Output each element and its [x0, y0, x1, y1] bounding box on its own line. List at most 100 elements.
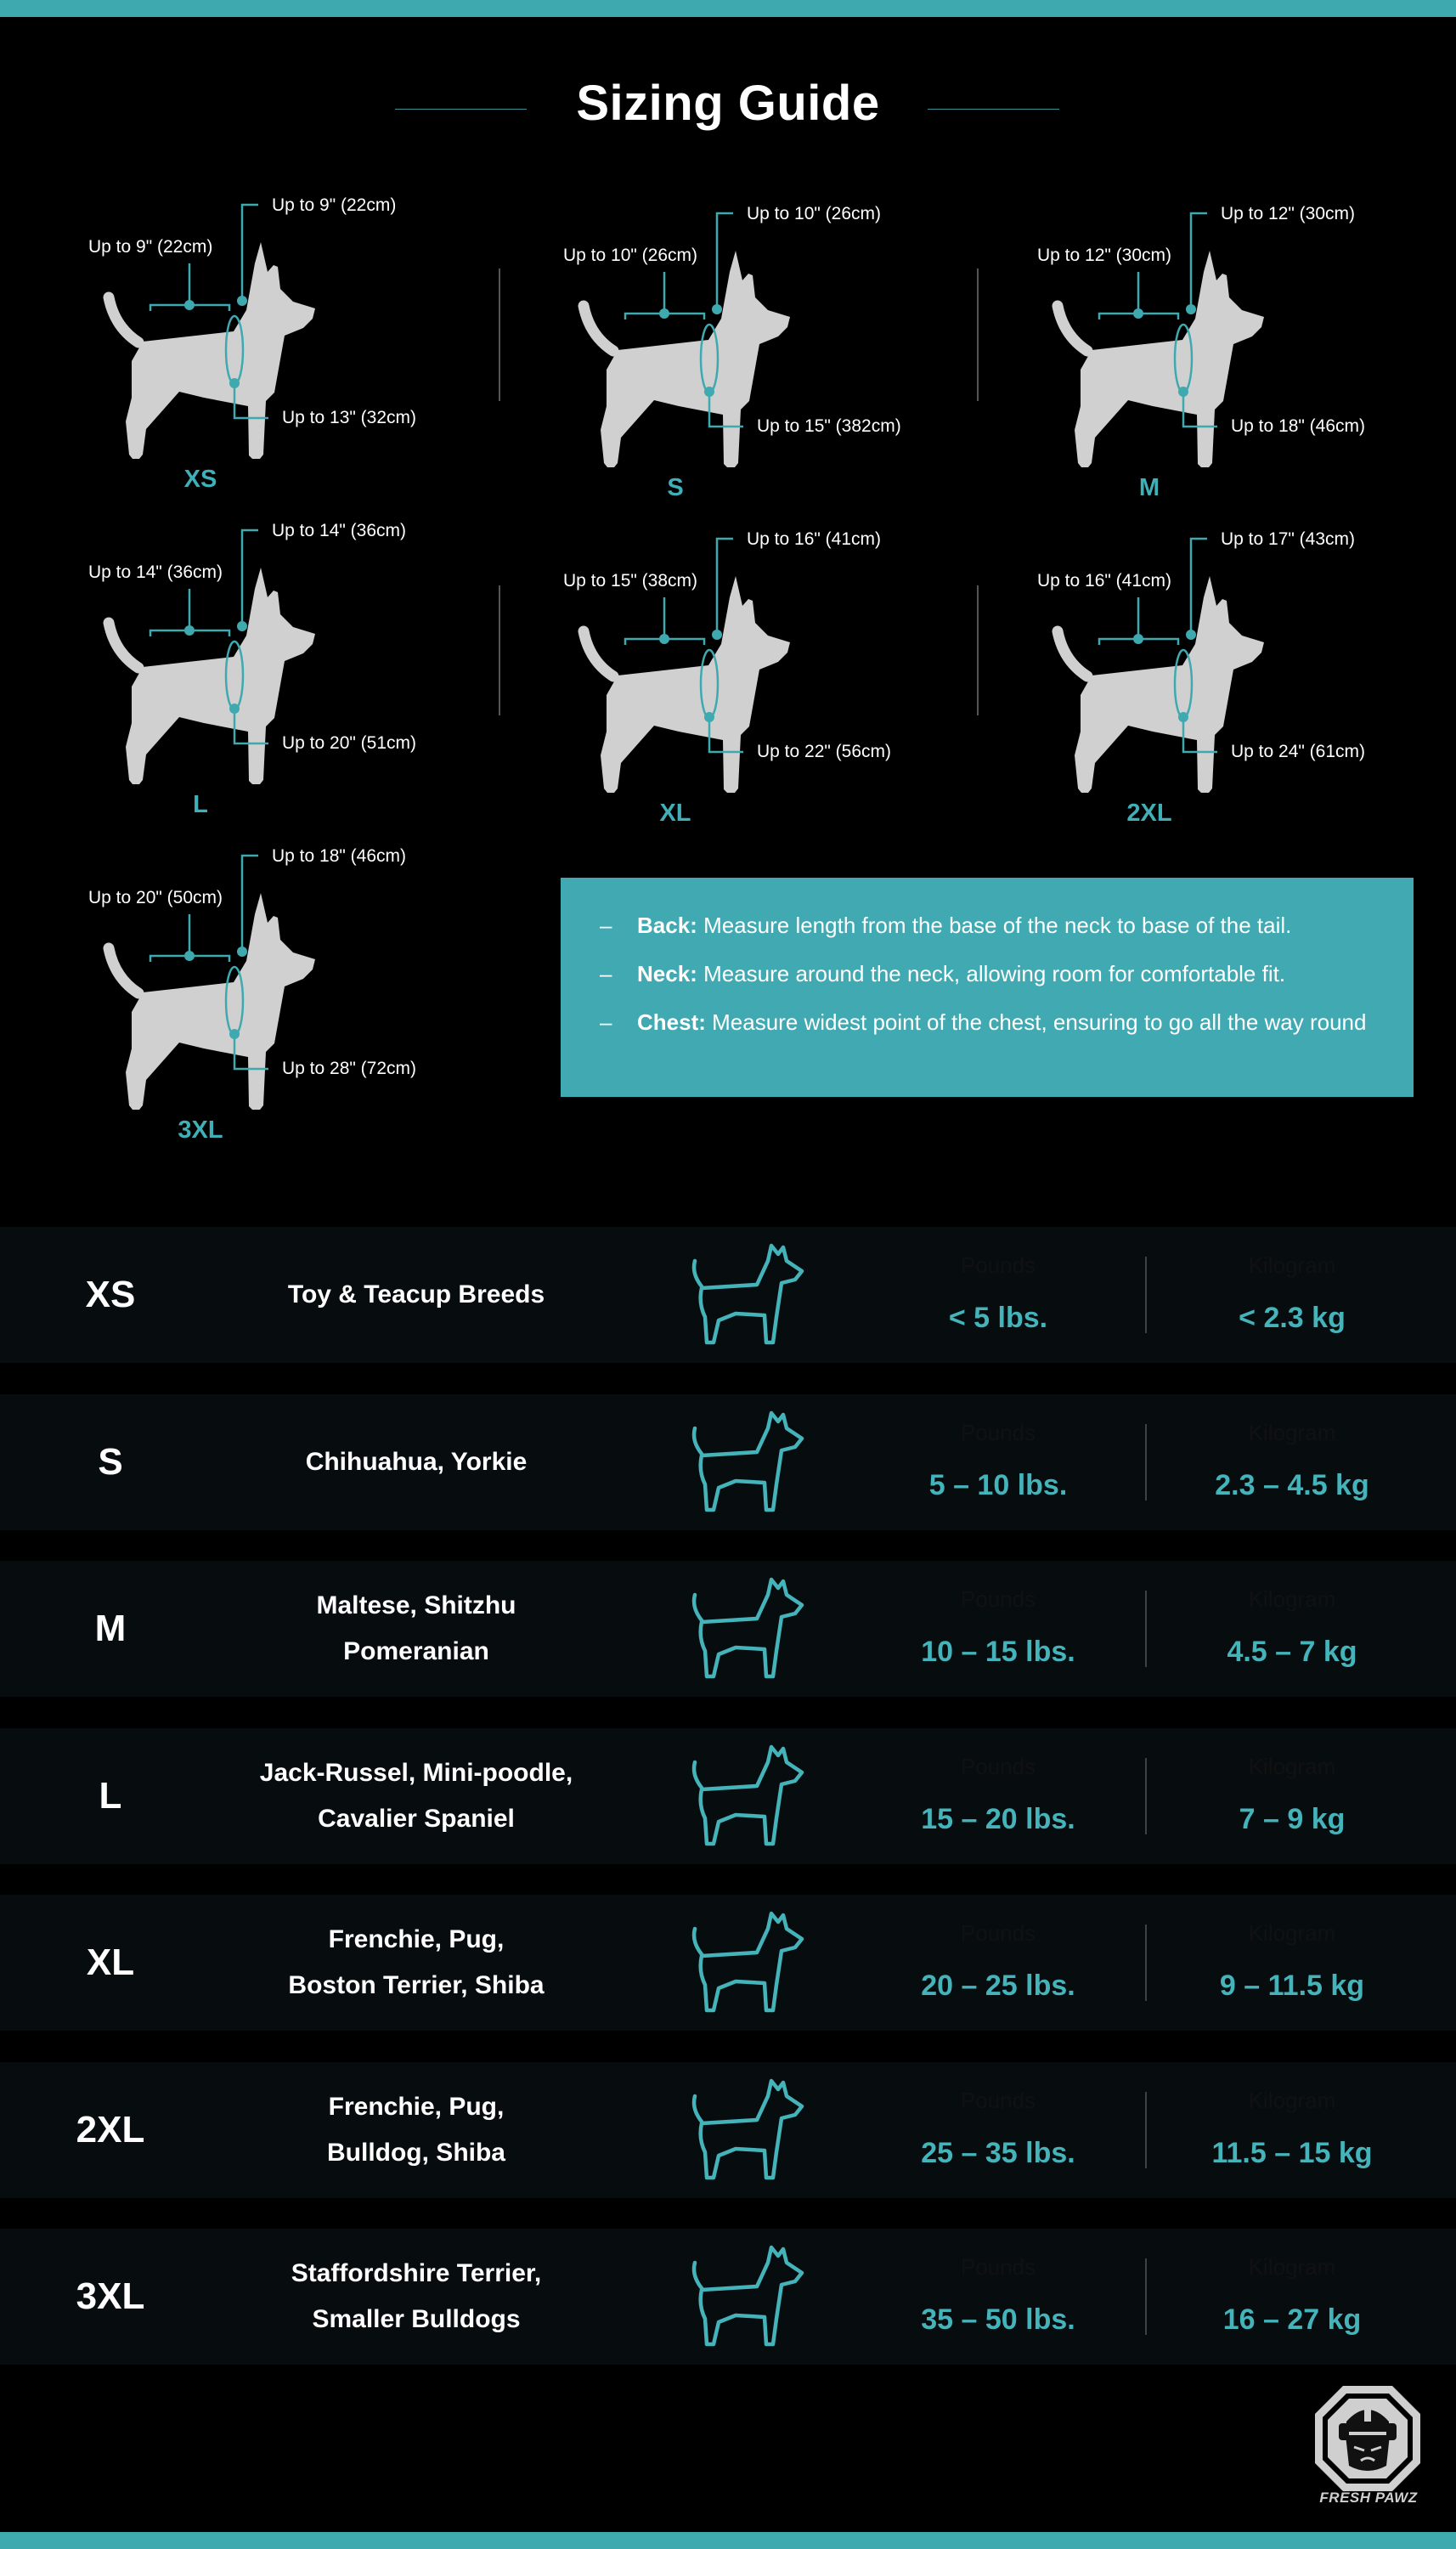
neck-measurement: Up to 9" (22cm)	[272, 195, 397, 215]
size-label: XS	[183, 466, 217, 493]
pounds-value: 25 – 35 lbs.	[921, 2136, 1075, 2169]
dash-bullet: –	[600, 913, 612, 938]
bottom-accent-bar	[0, 2532, 1456, 2549]
terrier-dog-icon	[691, 2245, 804, 2347]
neck-measurement: Up to 16" (41cm)	[747, 529, 882, 549]
kilogram-label: Kilogram	[1248, 1252, 1336, 1278]
breed-line: Boston Terrier, Shiba	[288, 1971, 545, 1999]
chest-measurement: Up to 22" (56cm)	[757, 742, 892, 761]
breed-line: Pomeranian	[343, 1637, 489, 1665]
dash-bullet: –	[600, 961, 612, 986]
back-measurement: Up to 10" (26cm)	[563, 246, 698, 265]
page-title: Sizing Guide	[576, 76, 880, 131]
instruction-item: – Chest: Measure widest point of the ches…	[600, 1003, 1380, 1042]
pounds-label: Pounds	[960, 1252, 1036, 1278]
size-label: M	[1138, 474, 1160, 501]
neck-measurement: Up to 10" (26cm)	[747, 204, 882, 223]
dog-measurement-icon	[1052, 537, 1264, 793]
neck-measurement: Up to 18" (46cm)	[272, 846, 407, 866]
pounds-value: 5 – 10 lbs.	[928, 1468, 1068, 1501]
size-label: XL	[659, 800, 691, 827]
size-table-row: XL Frenchie, Pug, Boston Terrier, Shiba P…	[0, 1895, 1456, 2031]
size-table-row: S Chihuahua, Yorkie Pounds 5 – 10 lbs. K…	[0, 1393, 1456, 1530]
back-measurement: Up to 9" (22cm)	[88, 237, 213, 257]
dog-measurement-icon	[1052, 212, 1264, 467]
chest-measurement: Up to 13" (32cm)	[282, 408, 417, 427]
back-measurement: Up to 15" (38cm)	[563, 571, 698, 591]
breed-line: Toy & Teacup Breeds	[287, 1280, 545, 1308]
kilogram-label: Kilogram	[1248, 2254, 1336, 2280]
instruction-term: Back:	[637, 913, 697, 938]
size-label: XL	[86, 1941, 135, 1983]
breed-line: Staffordshire Terrier,	[291, 2259, 542, 2287]
title-divider-left	[395, 109, 527, 110]
fresh-pawz-logo	[1315, 2386, 1420, 2491]
dog-measurement-icon	[103, 528, 315, 784]
column-divider	[977, 585, 979, 715]
dog-measurement-icon	[103, 854, 315, 1110]
title-divider-right	[928, 109, 1059, 110]
size-label: L	[193, 791, 208, 818]
pounds-value: < 5 lbs.	[948, 1302, 1048, 1334]
size-table-row: L Jack-Russel, Mini-poodle, Cavalier Span…	[0, 1727, 1456, 1864]
instruction-term: Chest:	[637, 1009, 706, 1035]
kilogram-value: 16 – 27 kg	[1222, 2303, 1362, 2336]
kilogram-value: 7 – 9 kg	[1239, 1802, 1346, 1835]
measurement-instructions: – Back: Measure length from the base of t…	[561, 878, 1414, 1097]
kilogram-value: 4.5 – 7 kg	[1227, 1636, 1357, 1668]
pounds-label: Pounds	[960, 1753, 1036, 1779]
size-label: S	[98, 1440, 123, 1483]
pug-dog-icon	[691, 2078, 804, 2179]
back-measurement: Up to 20" (50cm)	[88, 888, 223, 907]
kilogram-label: Kilogram	[1248, 1419, 1336, 1445]
kilogram-value: 11.5 – 15 kg	[1211, 2136, 1373, 2169]
breed-list: Jack-Russel, Mini-poodle, Cavalier Spanie…	[212, 1728, 620, 1864]
pounds-label: Pounds	[960, 1586, 1036, 1612]
size-diagram-m: Up to 12" (30cm) Up to 12" (30cm) Up to …	[949, 178, 1425, 518]
breed-line: Frenchie, Pug,	[328, 2092, 505, 2121]
pounds-label: Pounds	[960, 1419, 1036, 1445]
breed-line: Frenchie, Pug,	[328, 1925, 505, 1953]
pounds-value: 20 – 25 lbs.	[921, 1970, 1075, 2002]
bichon-dog-icon	[691, 1243, 804, 1345]
unit-divider	[1145, 1257, 1147, 1333]
pounds-value: 10 – 15 lbs.	[921, 1636, 1075, 1668]
kilogram-value: 9 – 11.5 kg	[1219, 1970, 1365, 2002]
chihuahua-dog-icon	[691, 1410, 804, 1512]
size-label: S	[667, 474, 684, 501]
unit-divider	[1145, 2091, 1147, 2168]
unit-divider	[1145, 1591, 1147, 1667]
unit-divider	[1145, 1757, 1147, 1834]
pounds-value: 35 – 50 lbs.	[921, 2303, 1075, 2336]
breed-list: Toy & Teacup Breeds	[212, 1227, 620, 1363]
instruction-text: Measure length from the base of the neck…	[703, 913, 1292, 938]
top-accent-bar	[0, 0, 1456, 17]
neck-measurement: Up to 14" (36cm)	[272, 521, 407, 540]
breed-line: Chihuahua, Yorkie	[305, 1447, 528, 1476]
size-diagram-3xl: Up to 18" (46cm) Up to 20" (50cm) Up to …	[0, 821, 476, 1161]
size-table-row: 2XL Frenchie, Pug, Bulldog, Shiba Pounds …	[0, 2061, 1456, 2198]
column-divider	[499, 585, 500, 715]
column-divider	[977, 268, 979, 401]
size-diagram-xl: Up to 16" (41cm) Up to 15" (38cm) Up to …	[475, 504, 951, 844]
back-measurement: Up to 14" (36cm)	[88, 562, 223, 582]
neck-measurement: Up to 17" (43cm)	[1221, 529, 1356, 549]
size-label: XS	[85, 1274, 136, 1315]
pounds-label: Pounds	[960, 1920, 1036, 1946]
instruction-text: Measure widest point of the chest, ensur…	[712, 1009, 1367, 1035]
size-diagram-2xl: Up to 17" (43cm) Up to 16" (41cm) Up to …	[949, 504, 1425, 844]
back-measurement: Up to 12" (30cm)	[1037, 246, 1172, 265]
chest-measurement: Up to 24" (61cm)	[1231, 742, 1366, 761]
column-divider	[499, 268, 500, 401]
unit-divider	[1145, 2258, 1147, 2335]
breed-line: Bulldog, Shiba	[327, 2138, 505, 2167]
size-label: M	[94, 1608, 127, 1649]
size-label: 2XL	[1126, 800, 1172, 827]
breed-list: Staffordshire Terrier, Smaller Bulldogs	[212, 2229, 620, 2365]
size-table-row: 3XL Staffordshire Terrier, Smaller Bulldo…	[0, 2229, 1456, 2365]
breed-list: Maltese, Shitzhu Pomeranian	[212, 1561, 620, 1697]
dog-measurement-icon	[103, 203, 315, 459]
kilogram-value: < 2.3 kg	[1239, 1302, 1346, 1334]
logo-text: FRESH PAWZ	[1319, 2490, 1418, 2506]
size-table-row: M Maltese, Shitzhu Pomeranian Pounds 10 –…	[0, 1561, 1456, 1697]
